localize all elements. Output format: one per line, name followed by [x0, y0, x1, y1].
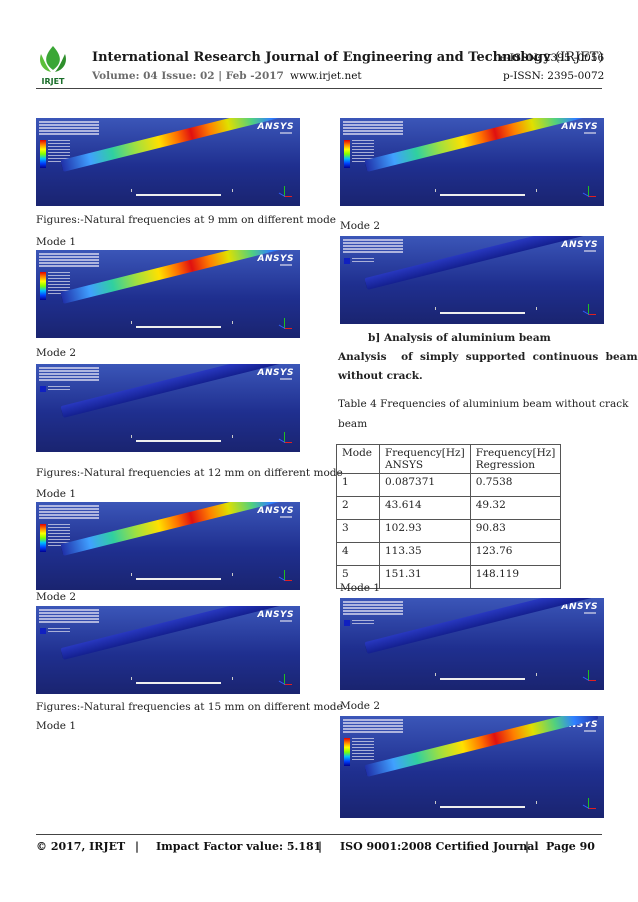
analysis-line-1: Analysis of simply supported continuous …: [338, 351, 638, 363]
label-mode-2-12mm: Mode 2: [36, 591, 77, 603]
table-row: 1 0.087371 0.7538: [336, 473, 562, 497]
footer-divider: [36, 834, 602, 835]
cell-regression: 90.83: [469, 519, 562, 543]
cell-mode: 4: [336, 542, 380, 566]
p-issn: p-ISSN: 2395-0072: [503, 70, 605, 82]
header-mode: Mode: [336, 444, 380, 474]
irjet-logo: IRJET: [40, 46, 66, 86]
ansys-image-15mm-mode-2: ANSYS: [340, 236, 604, 324]
cell-ansys: 43.614: [379, 496, 471, 520]
table-row: 2 43.614 49.32: [336, 496, 562, 520]
cell-mode: 5: [336, 565, 380, 589]
e-issn: e-ISSN: 2395 -0056: [500, 52, 605, 64]
analysis-line-2: without crack.: [338, 370, 423, 382]
label-mode-1-12mm: Mode 1: [36, 488, 77, 500]
label-mode-1-15mm: Mode 1: [36, 720, 77, 732]
caption-15mm: Figures:-Natural frequencies at 15 mm on…: [36, 701, 343, 713]
label-mode-1-9mm: Mode 1: [36, 236, 77, 248]
ansys-image-12mm-mode-1: ANSYS: [36, 502, 300, 590]
cell-regression: 148.119: [469, 565, 562, 589]
table-row: 5 151.31 148.119: [336, 565, 562, 589]
cell-regression: 0.7538: [469, 473, 562, 497]
footer-separator: |: [318, 840, 323, 853]
table-caption-line-2: beam: [338, 418, 368, 430]
label-mode-2-9mm: Mode 2: [36, 347, 77, 359]
table-header-row: Mode Frequency[Hz] ANSYS Frequency[Hz] Reg…: [336, 444, 562, 474]
label-aluminium-mode-2: Mode 2: [340, 700, 381, 712]
footer-impact-factor: Impact Factor value: 5.181: [156, 840, 322, 853]
footer-copyright: © 2017, IRJET: [36, 840, 126, 853]
journal-title: International Research Journal of Engine…: [92, 50, 604, 65]
issue-info: Volume: 04 Issue: 02 | Feb -2017: [92, 70, 284, 82]
cell-regression: 123.76: [469, 542, 562, 566]
cell-ansys: 102.93: [379, 519, 471, 543]
section-heading: b] Analysis of aluminium beam: [368, 332, 551, 344]
ansys-image-9mm-mode-2: ANSYS: [36, 364, 300, 452]
ansys-image-9mm-mode-1: ANSYS: [36, 250, 300, 338]
cell-ansys: 0.087371: [379, 473, 471, 497]
footer-separator: |: [525, 840, 530, 853]
frequency-table: Mode Frequency[Hz] ANSYS Frequency[Hz] Reg…: [336, 444, 562, 589]
cell-regression: 49.32: [469, 496, 562, 520]
ansys-image-15mm-mode-1: ANSYS: [340, 118, 604, 206]
table-row: 3 102.93 90.83: [336, 519, 562, 543]
journal-website-link[interactable]: www.irjet.net: [290, 70, 362, 82]
footer-iso: ISO 9001:2008 Certified Journal: [340, 840, 539, 853]
header-divider: [36, 88, 602, 89]
ansys-image-aluminium-mode-2: ANSYS: [340, 716, 604, 818]
cell-mode: 1: [336, 473, 380, 497]
ansys-image-aluminium-mode-1: ANSYS: [340, 598, 604, 690]
header-regression: Frequency[Hz] Regression: [469, 444, 562, 474]
cell-mode: 2: [336, 496, 380, 520]
svg-text:IRJET: IRJET: [41, 77, 65, 86]
caption-12mm: Figures:-Natural frequencies at 12 mm on…: [36, 467, 343, 479]
label-mode-2-15mm: Mode 2: [340, 220, 381, 232]
cell-ansys: 113.35: [379, 542, 471, 566]
cell-ansys: 151.31: [379, 565, 471, 589]
footer-separator: |: [135, 840, 140, 853]
table-caption-line-1: Table 4 Frequencies of aluminium beam wi…: [338, 398, 629, 410]
caption-9mm: Figures:-Natural frequencies at 9 mm on …: [36, 214, 337, 226]
header-ansys: Frequency[Hz] ANSYS: [379, 444, 471, 474]
footer-page-number: Page 90: [546, 840, 595, 853]
label-aluminium-mode-1: Mode 1: [340, 582, 381, 594]
ansys-image-12mm-mode-2: ANSYS: [36, 606, 300, 694]
cell-mode: 3: [336, 519, 380, 543]
table-row: 4 113.35 123.76: [336, 542, 562, 566]
ansys-image-9mm-mode: ANSYS: [36, 118, 300, 206]
